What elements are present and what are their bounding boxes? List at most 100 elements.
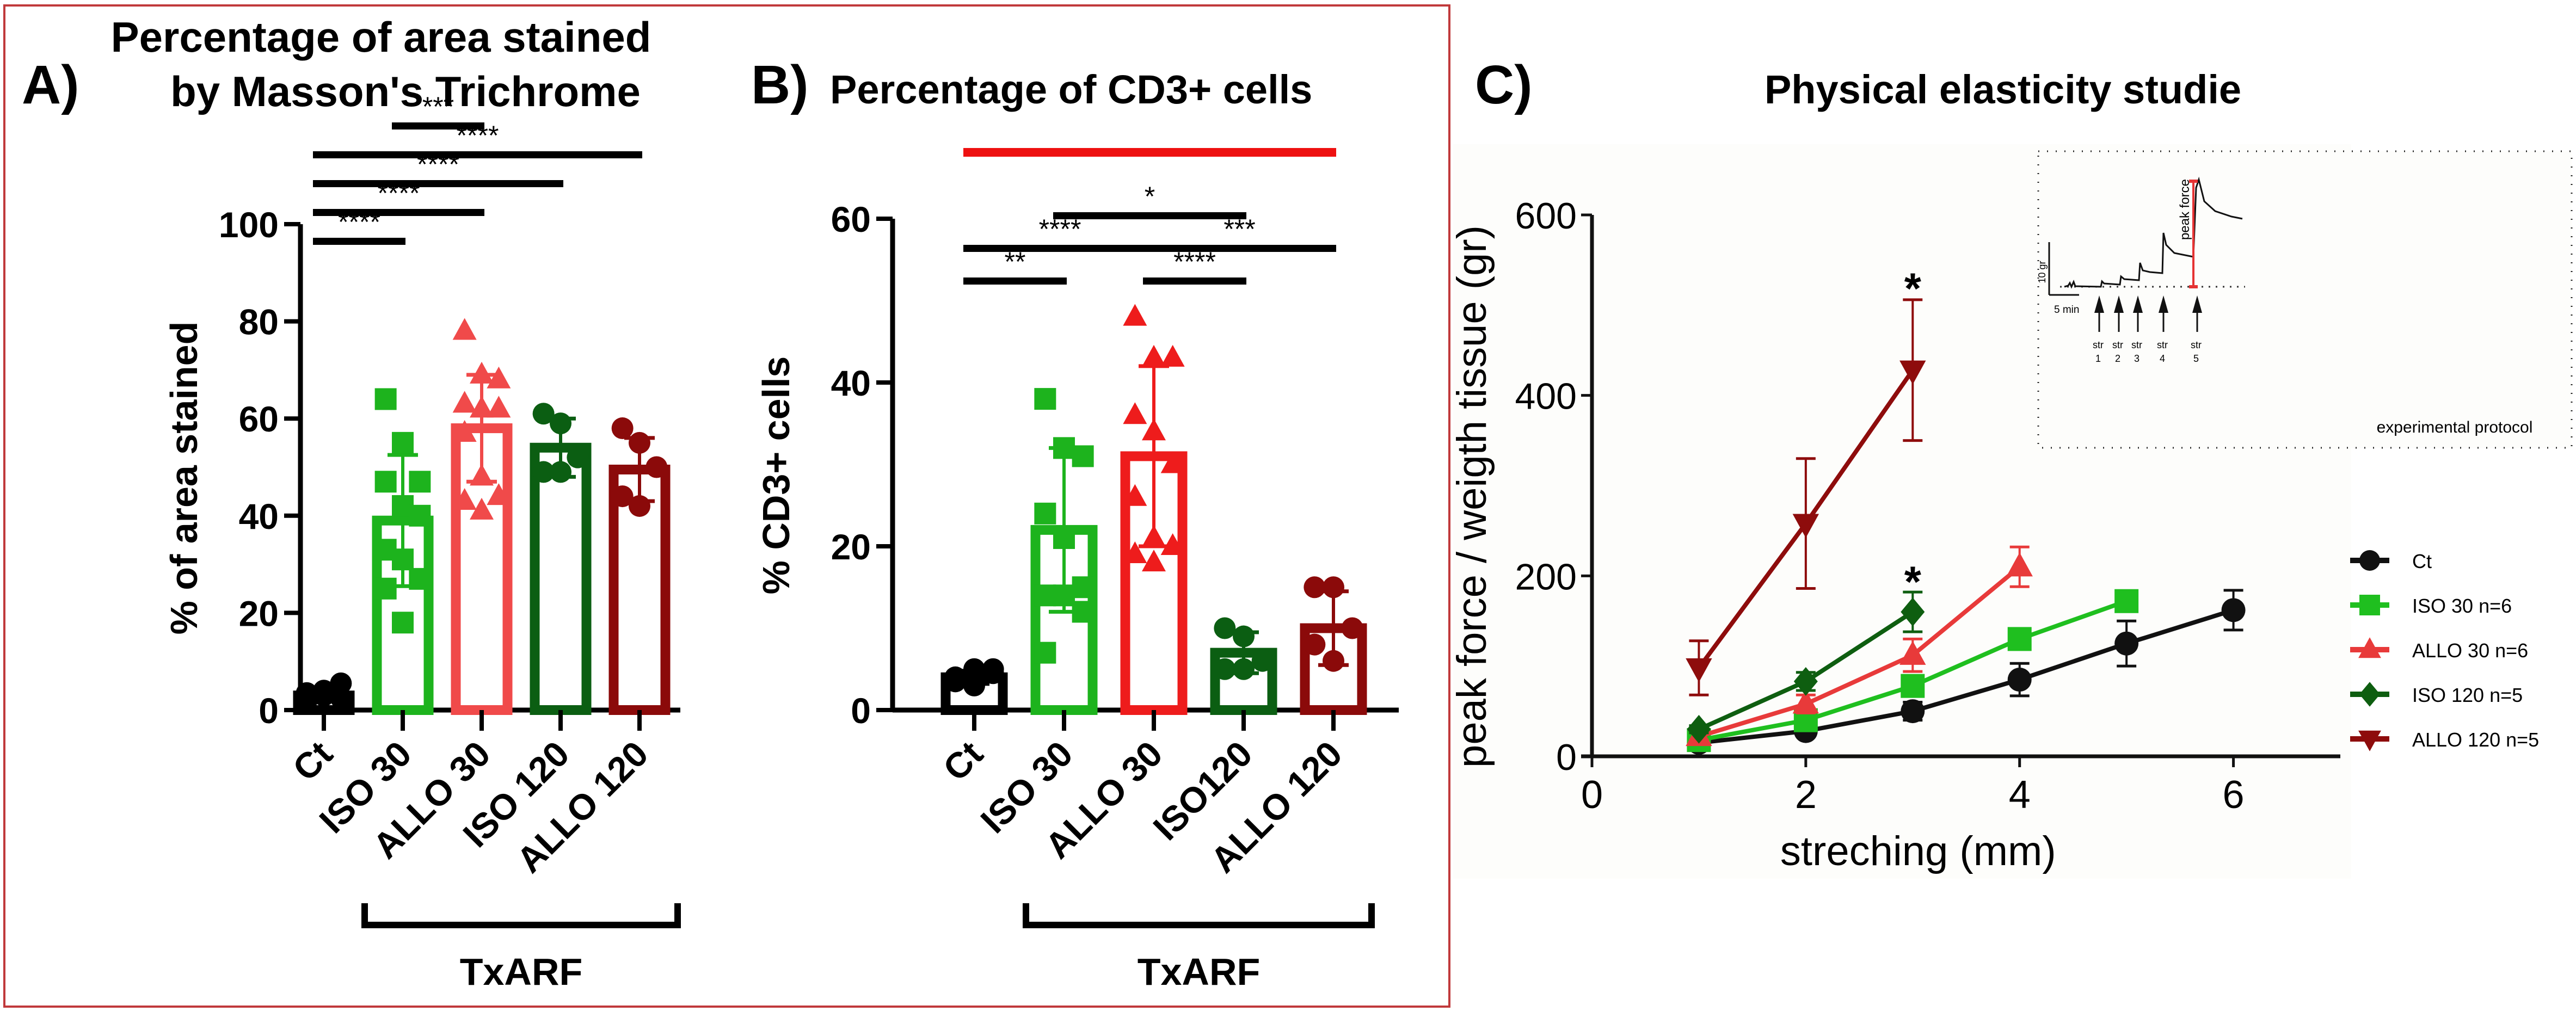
y-tick-label: 60 [239,399,279,439]
data-point [2006,552,2033,577]
series-line [1698,608,2234,745]
panels-ab-frame [3,4,1450,1008]
data-point [1792,689,1819,714]
x-axis-label: streching (mm) [1780,828,2056,874]
data-point [1123,402,1147,424]
y-tick-label: 40 [831,363,871,403]
inset-stretch-label: str [2093,340,2104,350]
data-point [296,688,318,711]
y-tick-label: 600 [1515,195,1577,237]
data-point [392,431,414,454]
data-point [611,485,634,508]
panel-b-title: Percentage of CD3+ cells [830,67,1312,112]
data-point [1341,617,1363,639]
group-bracket [1023,903,1375,928]
legend-marker [2359,682,2380,707]
data-point [1304,633,1326,656]
inset-y-scale-label: 10 gr [2037,261,2048,283]
data-point [2007,627,2032,651]
data-point [1214,658,1236,680]
y-tick-label: 0 [851,690,871,731]
data-point [1901,699,1925,724]
x-tick-label: 2 [1795,773,1817,817]
y-axis-label: peak force / weigth tissue (gr) [1449,225,1495,768]
panel-c-label: C) [1475,54,1533,115]
data-point [963,674,985,696]
red-bracket [963,148,1336,157]
data-point [1323,576,1344,599]
significance-bar [313,151,642,158]
data-point [2007,668,2032,692]
significance-bar [392,122,484,129]
data-point [1233,625,1255,647]
data-point [1053,527,1075,549]
significance-bar [963,245,1157,252]
data-point [1686,658,1712,682]
data-point [1072,601,1094,623]
group-label: TxARF [460,951,583,993]
data-point [487,396,511,418]
data-point [1034,584,1056,607]
panel-a-label: A) [22,54,79,115]
data-point [1901,674,1925,698]
data-point [452,420,477,442]
data-point [1901,597,1925,627]
significance-label: **** [338,207,380,237]
inset-stretch-number: 5 [2193,353,2199,364]
data-point [567,446,589,468]
data-point [1034,642,1056,664]
y-tick-label: 0 [1556,737,1577,778]
data-point [2114,631,2139,656]
inset-x-scale-label: 5 min [2054,304,2079,316]
legend-label: ISO 30 n=6 [2412,595,2512,617]
inset-stretch-label: str [2157,340,2168,350]
panel-a-title-line-2: by Masson's Trichrome [170,67,641,115]
y-axis-label: % of area stained [163,322,205,635]
y-tick-label: 20 [831,527,871,567]
panel-b-label: B) [751,54,809,115]
y-tick-label: 100 [219,205,279,245]
data-point [487,483,511,505]
y-tick-label: 60 [831,199,871,239]
data-point [550,461,571,483]
data-point [944,668,967,690]
data-point [1034,388,1056,410]
data-point [374,577,397,600]
data-point [1072,576,1094,599]
data-point [550,412,571,435]
data-point [2114,589,2139,613]
data-point [452,488,477,510]
significance-label: **** [457,120,499,151]
data-point [629,495,650,517]
data-point [532,403,555,425]
legend-label: ALLO 120 n=5 [2412,729,2539,751]
significance-bar [963,277,1067,285]
significance-bar [1053,212,1246,219]
data-point [1142,525,1166,547]
inset-stretch-number: 2 [2115,353,2120,364]
significance-bar [1143,245,1336,252]
x-tick-label: Ct [935,733,991,789]
group-bracket [361,903,681,928]
y-tick-label: 400 [1515,376,1577,417]
data-point [1053,437,1075,459]
inset-arrow-head [2133,295,2143,313]
inset-peak-label: peak force [2178,179,2192,240]
significance-annotation: * [1904,558,1922,606]
data-point [1304,576,1326,599]
data-point [374,388,397,410]
data-point [1123,484,1147,506]
series-line [1698,565,2021,739]
legend-marker [2358,637,2381,658]
y-tick-label: 40 [239,496,279,536]
data-point [452,318,477,340]
data-point [1123,304,1147,326]
data-point [470,464,494,486]
y-tick-label: 0 [259,690,279,731]
significance-bar [313,209,484,216]
data-point [611,417,634,440]
significance-bar [1143,277,1246,285]
bar [530,442,592,716]
data-point [1142,550,1166,572]
